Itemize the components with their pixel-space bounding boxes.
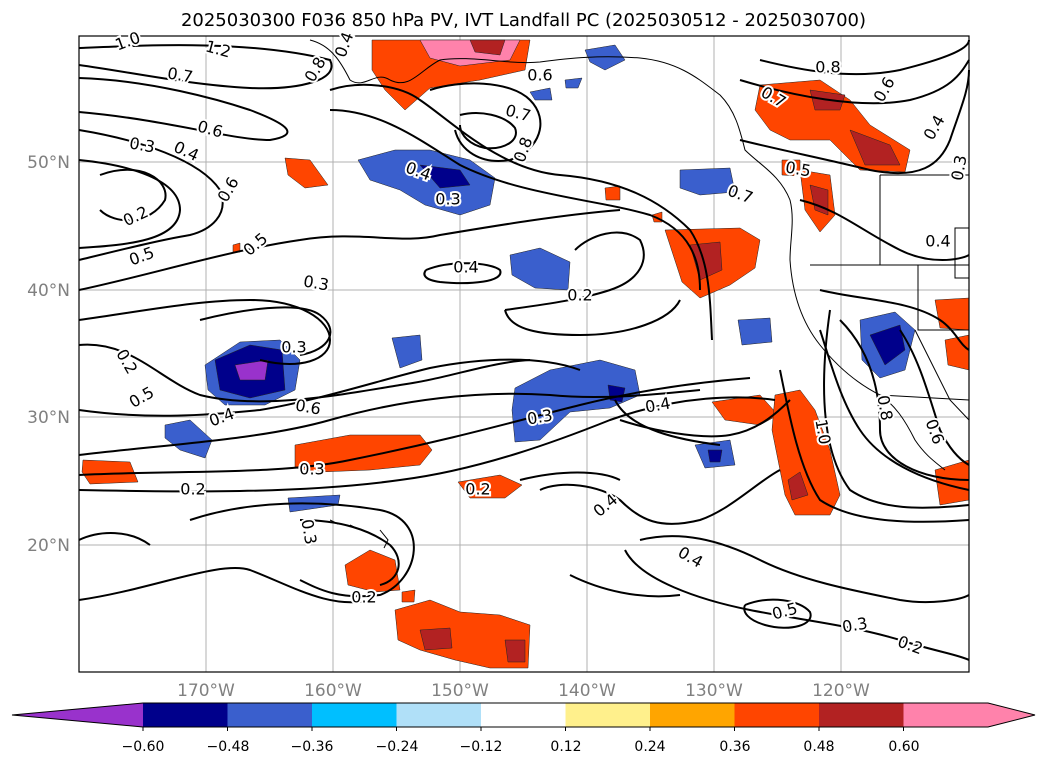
longitude-labels: 170°W 160°W 150°W 140°W 130°W 120°W — [177, 681, 870, 701]
colorbar-segment — [903, 703, 989, 727]
lon-label-130w: 130°W — [685, 681, 743, 701]
colorbar-segment — [734, 703, 820, 727]
colorbar-tick-label: −0.12 — [460, 739, 503, 755]
lon-label-160w: 160°W — [304, 681, 362, 701]
contour-label: 0.3 — [281, 338, 306, 357]
contour-label: 0.2 — [180, 480, 205, 499]
lon-label-170w: 170°W — [177, 681, 235, 701]
lat-label-40n: 40°N — [27, 281, 70, 301]
contour-label: 0.3 — [297, 518, 320, 546]
contour-label: 0.6 — [527, 66, 552, 85]
colorbar-segment — [565, 703, 651, 727]
lon-label-140w: 140°W — [558, 681, 616, 701]
colorbar-tick-labels: −0.60 −0.48 −0.36 −0.24 −0.12 0.12 0.24 … — [122, 739, 920, 755]
lat-label-50n: 50°N — [27, 153, 70, 173]
lat-label-20n: 20°N — [27, 536, 70, 556]
colorbar-tick-label: −0.36 — [291, 739, 334, 755]
ivt-contours — [78, 39, 970, 661]
colorbar-tick-label: 0.12 — [550, 739, 581, 755]
colorbar-extend-right — [988, 703, 1035, 727]
lon-label-150w: 150°W — [431, 681, 489, 701]
pv-shading — [81, 39, 970, 669]
coastlines — [309, 39, 970, 549]
map-border — [78, 35, 970, 673]
map-plot — [78, 35, 970, 673]
colorbar-segment — [819, 703, 904, 727]
lat-label-30n: 30°N — [27, 408, 70, 428]
colorbar-tick-label: −0.60 — [122, 739, 165, 755]
contour-label: 0.2 — [351, 588, 376, 607]
colorbar-segment — [481, 703, 566, 727]
colorbar-tick-label: −0.48 — [207, 739, 250, 755]
colorbar — [11, 702, 1036, 731]
colorbar-segment — [312, 703, 397, 727]
colorbar-tick-label: 0.24 — [634, 739, 665, 755]
contour-label: 0.2 — [465, 480, 490, 499]
contour-label: 0.3 — [435, 190, 460, 209]
contour-label: 0.3 — [299, 460, 324, 479]
contour-label: 0.8 — [815, 58, 840, 77]
colorbar-segment — [396, 703, 482, 727]
colorbar-tick-label: 0.48 — [803, 739, 834, 755]
contour-label: 0.3 — [526, 405, 554, 428]
contour-label: 0.2 — [567, 286, 592, 305]
colorbar-tick-label: −0.24 — [376, 739, 419, 755]
colorbar-segment — [143, 703, 228, 727]
contour-label: 0.4 — [453, 258, 478, 277]
latitude-labels: 50°N 40°N 30°N 20°N — [27, 153, 70, 556]
colorbar-segment — [227, 703, 313, 727]
colorbar-segment — [650, 703, 735, 727]
lon-label-120w: 120°W — [812, 681, 870, 701]
colorbar-tick-label: 0.60 — [888, 739, 919, 755]
colorbar-tick-label: 0.36 — [719, 739, 750, 755]
colorbar-extend-left — [12, 703, 143, 727]
map-title: 2025030300 F036 850 hPa PV, IVT Landfall… — [180, 10, 867, 31]
contour-label: 0.4 — [925, 232, 950, 251]
